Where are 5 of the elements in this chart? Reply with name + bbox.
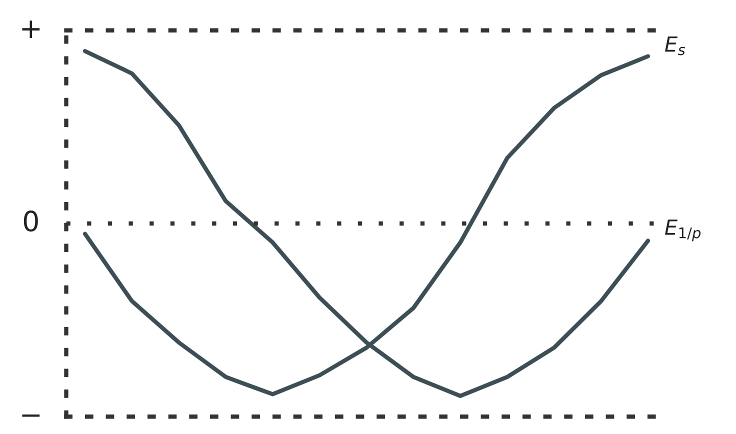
text: 0 bbox=[24, 210, 38, 232]
series-label: E$_{s}$ bbox=[664, 36, 686, 56]
text: + bbox=[22, 20, 40, 38]
text: − bbox=[22, 414, 40, 417]
series-label: E$_{1/p}$ bbox=[664, 220, 701, 242]
